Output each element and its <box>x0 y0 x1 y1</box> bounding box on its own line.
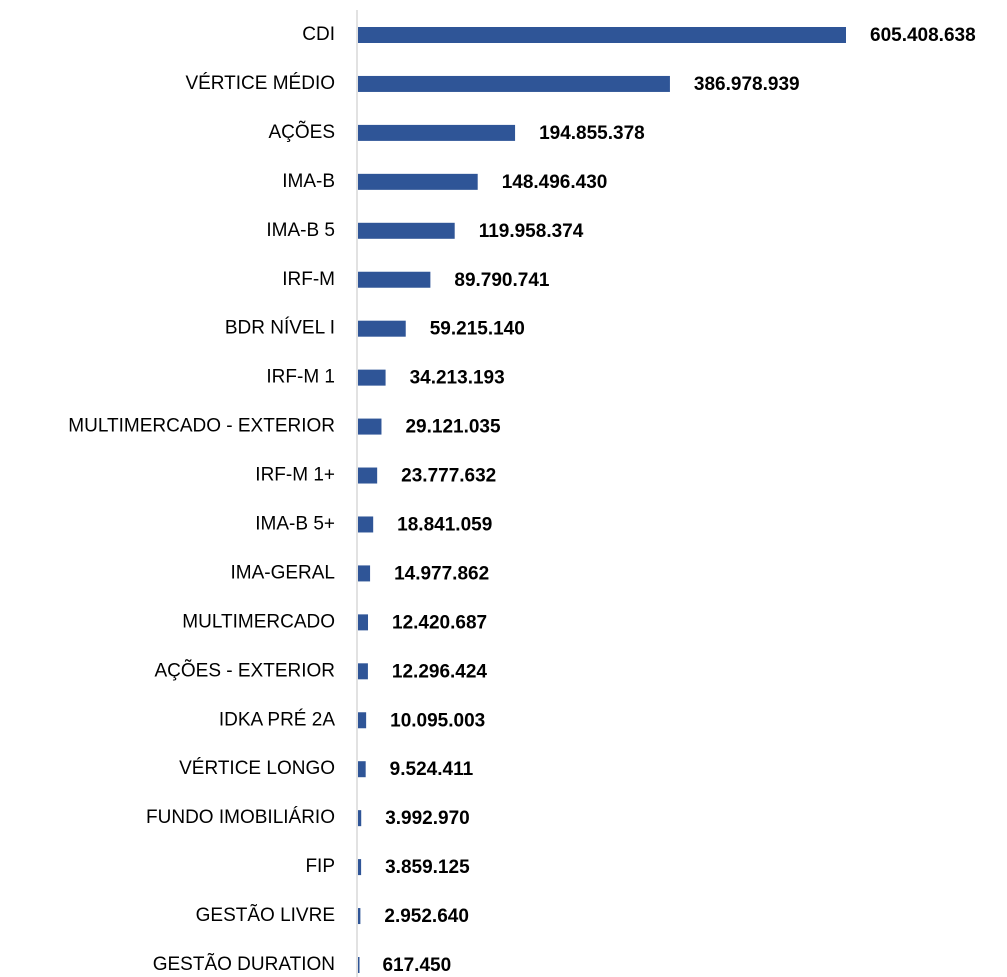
value-label: 10.095.003 <box>390 710 485 731</box>
category-label: IDKA PRÉ 2A <box>219 709 335 730</box>
category-label: IMA-GERAL <box>230 562 335 583</box>
value-label: 148.496.430 <box>502 172 608 193</box>
category-label: IRF-M 1+ <box>255 465 335 486</box>
bar <box>358 761 366 778</box>
bar <box>358 222 455 239</box>
bar <box>358 957 360 973</box>
bar <box>358 369 386 386</box>
bar <box>358 271 431 288</box>
value-label: 89.790.741 <box>454 270 550 291</box>
bar <box>358 908 361 925</box>
value-label: 9.524.411 <box>390 759 474 780</box>
bar <box>358 565 371 582</box>
value-label: 617.450 <box>382 955 451 976</box>
value-label: 12.296.424 <box>392 661 488 682</box>
value-label: 3.992.970 <box>385 808 470 829</box>
category-label: MULTIMERCADO - EXTERIOR <box>68 416 335 437</box>
bar <box>358 173 478 190</box>
value-label: 2.952.640 <box>384 906 469 927</box>
category-label: AÇÕES <box>268 121 335 143</box>
bar <box>358 663 368 680</box>
category-label: CDI <box>302 24 335 45</box>
category-label: GESTÃO LIVRE <box>196 904 335 926</box>
bar <box>358 810 362 827</box>
bar <box>358 467 378 484</box>
category-label: VÉRTICE MÉDIO <box>185 73 335 94</box>
value-label: 18.841.059 <box>397 514 492 535</box>
bar <box>358 859 362 876</box>
bar <box>358 27 846 43</box>
value-label: 605.408.638 <box>870 25 976 46</box>
bar <box>358 75 670 92</box>
bar <box>358 320 406 337</box>
category-label: IRF-M 1 <box>266 367 335 388</box>
value-label: 119.958.374 <box>479 221 584 242</box>
value-label: 34.213.193 <box>410 368 505 389</box>
value-label: 14.977.862 <box>394 563 489 584</box>
category-label: BDR NÍVEL I <box>225 318 335 339</box>
value-label: 386.978.939 <box>694 74 800 95</box>
value-label: 59.215.140 <box>430 319 525 340</box>
bar <box>358 614 369 631</box>
category-label: IMA-B 5+ <box>255 513 335 534</box>
value-label: 12.420.687 <box>392 612 487 633</box>
value-label: 3.859.125 <box>385 857 470 878</box>
category-label: FIP <box>305 856 335 877</box>
category-label: AÇÕES - EXTERIOR <box>154 659 335 681</box>
category-label: IMA-B <box>282 171 335 192</box>
category-label: VÉRTICE LONGO <box>179 758 335 779</box>
value-label: 23.777.632 <box>401 466 496 487</box>
bar <box>358 712 367 729</box>
category-label: GESTÃO DURATION <box>153 953 335 975</box>
value-label: 29.121.035 <box>405 417 501 438</box>
bar <box>358 418 382 435</box>
bar <box>358 124 516 141</box>
bar <box>358 516 374 533</box>
category-label: FUNDO IMOBILIÁRIO <box>146 807 335 828</box>
category-label: IMA-B 5 <box>266 220 335 241</box>
category-label: IRF-M <box>282 269 335 290</box>
category-label: MULTIMERCADO <box>182 611 335 632</box>
value-label: 194.855.378 <box>539 123 645 144</box>
